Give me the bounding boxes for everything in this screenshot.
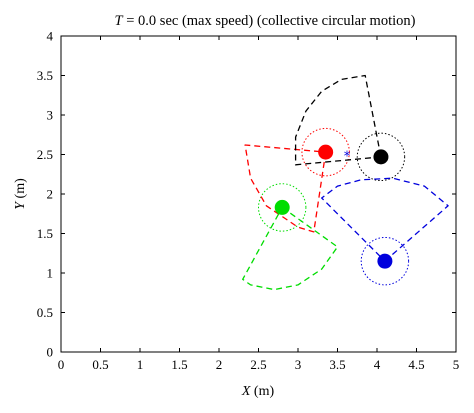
x-axis-var: X xyxy=(241,384,251,399)
y-tick-label: 3.5 xyxy=(37,68,53,83)
target-marker: * xyxy=(344,150,351,165)
agent-markers xyxy=(274,144,393,269)
x-tick-label: 4.5 xyxy=(408,357,424,372)
agent-dot xyxy=(377,253,393,269)
agent-range-circle xyxy=(301,127,350,177)
y-tick-label: 1.5 xyxy=(37,226,53,241)
y-axis-unit: (m) xyxy=(13,178,28,199)
x-axis-unit: (m) xyxy=(254,384,275,399)
target-star-marker: * xyxy=(344,150,351,165)
y-tick-label: 0.5 xyxy=(37,305,53,320)
y-tick-label: 3 xyxy=(47,108,54,123)
agent-sector xyxy=(242,206,339,291)
y-axis-label: Y (m) xyxy=(13,178,28,210)
plot-area xyxy=(60,35,457,353)
y-tick-label: 4 xyxy=(47,29,54,44)
y-tick-label: 2.5 xyxy=(37,147,53,162)
x-tick-label: 5 xyxy=(453,357,460,372)
x-tick-label: 2.5 xyxy=(250,357,266,372)
x-tick-label: 1.5 xyxy=(171,357,187,372)
agent-range-circle xyxy=(258,183,307,232)
x-tick-label: 3 xyxy=(295,357,302,372)
agent-range-circle xyxy=(356,132,406,182)
x-tick-label: 1 xyxy=(137,357,144,372)
y-tick-label: 2 xyxy=(47,187,54,202)
agent-dot xyxy=(318,144,334,160)
agent-dot xyxy=(274,199,290,215)
x-axis-label: X (m) xyxy=(241,384,275,399)
chart-title: T = 0.0 sec (max speed) (collective circ… xyxy=(115,13,416,29)
x-tick-label: 0.5 xyxy=(92,357,108,372)
title-var: T xyxy=(115,13,124,29)
x-tick-label: 0 xyxy=(58,357,65,372)
x-tick-label: 2 xyxy=(216,357,223,372)
title-rest: = 0.0 sec (max speed) (collective circul… xyxy=(123,13,416,29)
y-axis-var: Y xyxy=(13,200,28,210)
agent-sector xyxy=(244,144,327,233)
agent-dot xyxy=(373,149,389,165)
agent-range-circles xyxy=(258,127,410,286)
y-tick-label: 0 xyxy=(47,345,54,360)
agent-sector xyxy=(294,74,382,166)
agent-sector xyxy=(321,177,449,262)
y-tick-labels: 0 0.5 1 1.5 2 2.5 3 3.5 4 xyxy=(37,29,54,360)
axis-ticks xyxy=(60,35,457,353)
x-tick-labels: 0 0.5 1 1.5 2 2.5 3 3.5 4 4.5 5 xyxy=(58,357,460,372)
agent-range-circle xyxy=(360,236,410,286)
x-tick-label: 3.5 xyxy=(329,357,345,372)
agent-sectors xyxy=(242,74,449,291)
x-tick-label: 4 xyxy=(374,357,381,372)
y-tick-label: 1 xyxy=(47,266,54,281)
